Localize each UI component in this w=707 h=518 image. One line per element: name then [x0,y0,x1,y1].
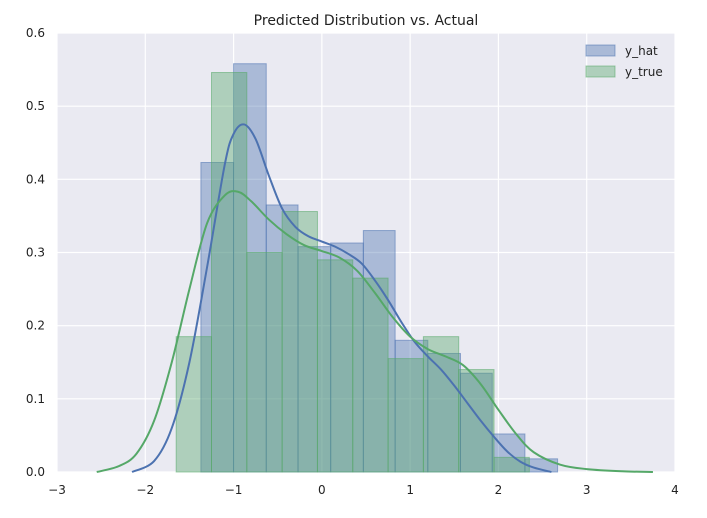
y-tick-label: 0.2 [26,319,45,333]
y_true-bar [246,252,283,473]
y_hat-kde-line [131,123,552,473]
y_hat-legend-label: y_hat [625,44,658,58]
x-tick-label: 1 [406,483,414,497]
legend: y_hat y_true [585,44,663,79]
y_true-bar [211,72,248,473]
y_true-bar [316,259,354,473]
y-tick-label: 0.0 [26,465,45,479]
y_true-bar [352,277,389,473]
y_true-kde-line [96,190,653,473]
y-tick-label: 0.1 [26,392,45,406]
x-tick-label: 4 [671,483,679,497]
y_hat-bar [297,246,332,473]
y_hat-bar [524,458,559,473]
x-tick-label: 0 [318,483,326,497]
y_hat-bar [459,372,493,473]
kde-curves [96,123,653,473]
y_true-legend-label: y_true [625,65,663,79]
x-axis-ticks: −3 −2 −1 0 1 2 3 4 [48,483,679,497]
y_true-bar [175,336,212,473]
y-tick-label: 0.5 [26,99,45,113]
y_true-bar [281,211,318,473]
x-tick-label: −3 [48,483,66,497]
y-tick-label: 0.3 [26,246,45,260]
y-tick-label: 0.6 [26,26,45,40]
y_true-legend-swatch [585,65,616,78]
x-tick-label: 2 [495,483,503,497]
y-tick-label: 0.4 [26,172,45,186]
x-tick-label: 3 [583,483,591,497]
y_true-bar [458,369,495,473]
x-tick-label: −1 [225,483,243,497]
y_hat-bar [233,63,267,473]
chart-title: Predicted Distribution vs. Actual [254,13,479,29]
y_true-bar [387,358,424,473]
y_hat-legend-swatch [585,44,616,57]
y-axis-ticks: 0.0 0.1 0.2 0.3 0.4 0.5 0.6 [26,26,45,479]
x-tick-label: −2 [136,483,154,497]
